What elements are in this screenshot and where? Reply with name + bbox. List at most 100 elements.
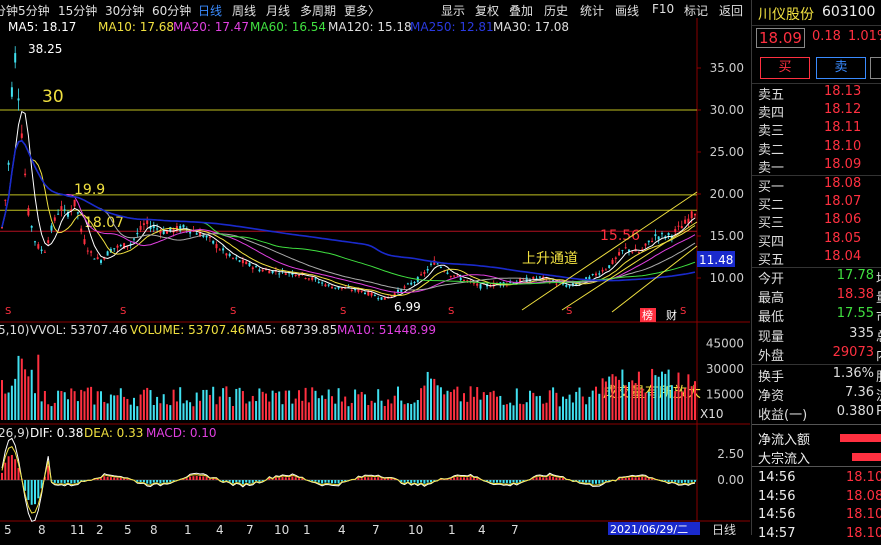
period-30min[interactable]: 30分钟 bbox=[105, 2, 144, 19]
stat2-1-value: 7.36 bbox=[824, 385, 874, 400]
volume-bar bbox=[351, 403, 353, 420]
volume-bar bbox=[136, 406, 138, 420]
action-back[interactable]: 返回 bbox=[719, 2, 743, 19]
volume-bar bbox=[674, 391, 676, 420]
macd-bar bbox=[361, 478, 363, 480]
price-tick-label: 15.00 bbox=[710, 229, 744, 243]
buy-button[interactable]: 买 bbox=[760, 57, 810, 79]
more-button[interactable] bbox=[870, 57, 881, 79]
macd-bar bbox=[678, 480, 680, 483]
candle-body bbox=[93, 259, 95, 260]
macd-bar bbox=[212, 479, 214, 480]
macd-bar bbox=[67, 480, 69, 482]
x-tick-label: 5 bbox=[4, 523, 12, 535]
volume-bar bbox=[60, 391, 62, 420]
period-monthly[interactable]: 月线 bbox=[266, 2, 290, 19]
level-15-label: 15.56 bbox=[600, 228, 640, 244]
volume-bar bbox=[54, 403, 56, 420]
macd-bar bbox=[605, 480, 607, 481]
flow-row-0: 净流入额 bbox=[752, 429, 881, 448]
volume-bar bbox=[664, 374, 666, 420]
volume-bar bbox=[295, 399, 297, 420]
period-1min[interactable]: 分钟 bbox=[0, 2, 18, 19]
x-period-label: 日线 bbox=[712, 523, 736, 535]
volume-bar bbox=[21, 359, 23, 420]
x-tick-label: 4 bbox=[216, 523, 224, 535]
volume-bar bbox=[513, 405, 515, 420]
action-f10[interactable]: F10 bbox=[652, 2, 674, 16]
macd-bar bbox=[582, 480, 584, 482]
candle-body bbox=[255, 266, 257, 267]
sell-button[interactable]: 卖 bbox=[816, 57, 866, 79]
volume-bar bbox=[651, 369, 653, 420]
macd-bar bbox=[638, 477, 640, 480]
candle-body bbox=[645, 244, 647, 246]
period-15min[interactable]: 15分钟 bbox=[58, 2, 97, 19]
macd-bar bbox=[367, 477, 369, 480]
volume-bar bbox=[377, 389, 379, 420]
volume-bar bbox=[526, 402, 528, 420]
action-statistics[interactable]: 统计 bbox=[580, 2, 604, 19]
volume-bar bbox=[612, 374, 614, 420]
ask-4-label: 卖四 bbox=[758, 102, 784, 121]
volume-bar bbox=[103, 402, 105, 420]
candle-body bbox=[450, 276, 452, 277]
period-daily[interactable]: 日线 bbox=[198, 2, 222, 19]
volume-bar bbox=[687, 374, 689, 420]
action-draw-line[interactable]: 画线 bbox=[615, 2, 639, 19]
volume-bar bbox=[654, 375, 656, 420]
price-tick-label: 35.00 bbox=[710, 61, 744, 75]
action-overlay[interactable]: 叠加 bbox=[509, 2, 533, 19]
macd-bar bbox=[60, 480, 62, 483]
action-mark[interactable]: 标记 bbox=[684, 2, 708, 19]
macd-bar bbox=[453, 478, 455, 480]
x-tick-label: 2 bbox=[96, 523, 104, 535]
volume-bar bbox=[305, 388, 307, 420]
period-60min[interactable]: 60分钟 bbox=[152, 2, 191, 19]
x-tick-label: 8 bbox=[38, 523, 46, 535]
volume-bar bbox=[1, 380, 3, 420]
candle-body bbox=[166, 231, 168, 234]
macd-bar bbox=[377, 477, 379, 480]
action-restore-rights[interactable]: 复权 bbox=[475, 2, 499, 19]
period-weekly[interactable]: 周线 bbox=[232, 2, 256, 19]
action-history[interactable]: 历史 bbox=[544, 2, 568, 19]
volume-bar bbox=[216, 404, 218, 420]
action-display[interactable]: 显示 bbox=[441, 2, 465, 19]
ask-2-label: 卖二 bbox=[758, 139, 784, 158]
macd-bar bbox=[588, 480, 590, 482]
candle-body bbox=[268, 271, 270, 274]
candle-body bbox=[404, 287, 406, 288]
volume-bar bbox=[618, 380, 620, 420]
volume-bar bbox=[212, 387, 214, 420]
candle-body bbox=[489, 286, 491, 287]
candle-body bbox=[674, 229, 676, 232]
macd-bar bbox=[11, 455, 13, 480]
macd-bar bbox=[417, 480, 419, 483]
candle-body bbox=[235, 258, 237, 259]
candle-body bbox=[262, 270, 264, 272]
volume-bar bbox=[374, 403, 376, 420]
period-5min[interactable]: 5分钟 bbox=[18, 2, 50, 19]
stat-1-tail: 量 bbox=[876, 287, 881, 306]
candle-body bbox=[437, 264, 439, 265]
macd-bar bbox=[143, 480, 145, 482]
volume-bar bbox=[621, 370, 623, 420]
kline-chart[interactable]: 35.0030.0025.0020.0015.0010.003019.918.0… bbox=[0, 18, 750, 535]
candle-body bbox=[324, 284, 326, 286]
volume-bar bbox=[450, 392, 452, 420]
volume-bar bbox=[315, 391, 317, 420]
macd-bar bbox=[113, 478, 115, 480]
macd-bar bbox=[536, 477, 538, 480]
volume-bar bbox=[252, 396, 254, 420]
s-marker: S bbox=[120, 306, 126, 317]
period-more[interactable]: 更多〉 bbox=[344, 2, 380, 19]
volume-bar bbox=[595, 387, 597, 420]
ask-1-label: 卖一 bbox=[758, 157, 784, 176]
stat2-0-label: 换手 bbox=[758, 366, 784, 385]
candle-body bbox=[196, 233, 198, 234]
volume-bar bbox=[608, 377, 610, 420]
period-multi[interactable]: 多周期 bbox=[300, 2, 336, 19]
